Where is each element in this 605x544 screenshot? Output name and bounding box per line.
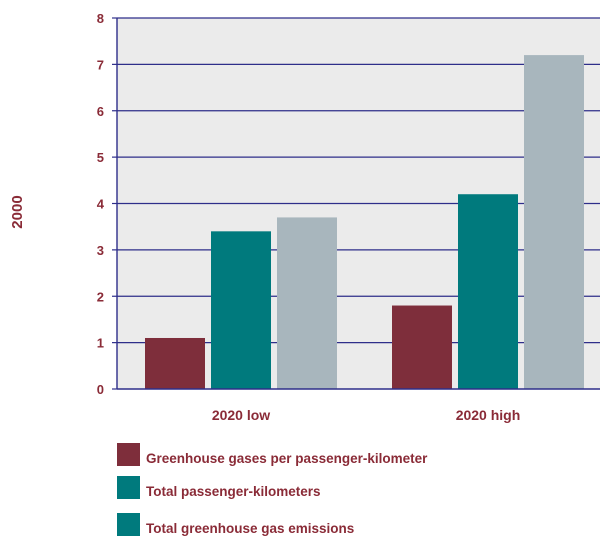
bar-2020-high-series-1 — [458, 194, 518, 389]
bar-2020-high-series-2 — [524, 55, 584, 389]
legend-label: Total greenhouse gas emissions — [146, 520, 355, 536]
y-tick-label: 3 — [97, 243, 104, 258]
y-tick-label: 2 — [97, 289, 104, 304]
y-tick-label: 5 — [97, 150, 104, 165]
legend-item-ghg-per-pkm: Greenhouse gases per passenger-kilometer — [117, 440, 427, 466]
y-axis-label: 2000 — [9, 195, 26, 228]
legend-swatch — [117, 443, 140, 466]
x-category-label: 2020 low — [212, 407, 270, 423]
y-tick-label: 0 — [97, 382, 104, 397]
chart: 0 1 2 3 4 5 6 7 8 2020 low 2020 high 2000 — [9, 11, 600, 423]
grid-lines — [112, 17, 600, 390]
y-tick-label: 1 — [97, 336, 104, 351]
bar-2020-low-series-0 — [145, 337, 205, 389]
y-tick-label: 4 — [97, 197, 105, 212]
x-category-labels: 2020 low 2020 high — [212, 407, 520, 423]
y-tick-label: 7 — [97, 57, 104, 72]
bar-2020-low-series-2 — [277, 217, 337, 389]
legend-item-total-ghg: Total greenhouse gas emissions — [117, 510, 354, 536]
x-category-label: 2020 high — [456, 407, 521, 423]
y-tick-label: 8 — [97, 11, 104, 26]
legend-item-total-pkm: Total passenger-kilometers — [117, 473, 321, 499]
bar-2020-high-series-0 — [392, 305, 452, 389]
y-tick-label: 6 — [97, 104, 104, 119]
legend-swatch — [117, 513, 140, 536]
bars — [145, 55, 584, 389]
bar-2020-low-series-1 — [211, 231, 271, 389]
y-tick-labels: 0 1 2 3 4 5 6 7 8 — [97, 11, 105, 397]
legend-label: Total passenger-kilometers — [146, 483, 321, 499]
legend-label: Greenhouse gases per passenger-kilometer — [146, 450, 428, 466]
legend-swatch — [117, 476, 140, 499]
